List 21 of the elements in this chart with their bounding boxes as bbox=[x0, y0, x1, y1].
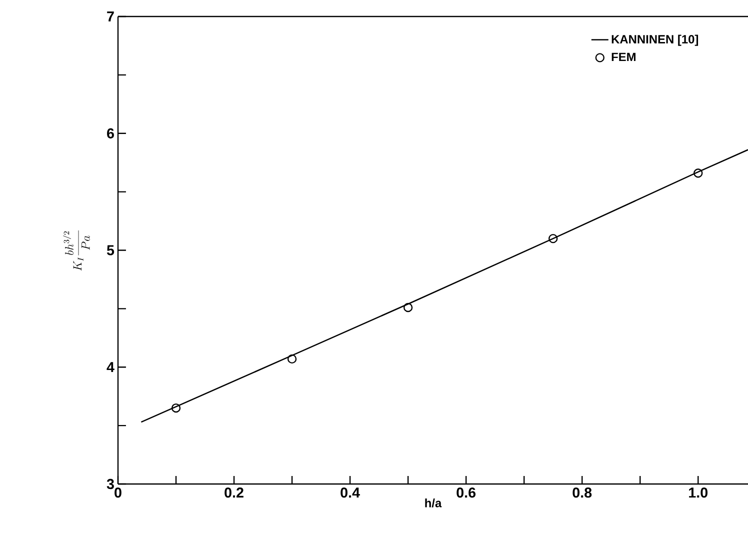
y-tick-label: 6 bbox=[107, 128, 114, 138]
x-tick-label: 0.4 bbox=[340, 488, 360, 498]
x-axis-title: h/a bbox=[425, 498, 442, 508]
point bbox=[171, 403, 181, 413]
point bbox=[694, 168, 703, 178]
point bbox=[548, 234, 558, 244]
y-tick-label: 5 bbox=[106, 245, 114, 256]
y-tick-label: 3 bbox=[106, 478, 114, 490]
x-tick-label: 0.6 bbox=[456, 488, 476, 498]
point bbox=[287, 354, 297, 364]
y-tick-label: 4 bbox=[106, 362, 114, 372]
legend-label: KANNINEN [10] bbox=[612, 34, 698, 46]
legend-label: FEM bbox=[612, 52, 636, 62]
x-tick-label: 0.2 bbox=[224, 488, 244, 498]
y-axis-title: $K_{I}\frac{bh^{3/2}}{Pa}$ bbox=[63, 230, 90, 271]
x-tick-label: 1.0 bbox=[689, 488, 708, 498]
x-tick-label: 0 bbox=[114, 488, 122, 498]
y-tick-label: 7 bbox=[107, 12, 114, 22]
x-tick-label: 0.8 bbox=[572, 488, 592, 498]
line-series bbox=[140, 149, 748, 423]
point bbox=[403, 302, 413, 312]
